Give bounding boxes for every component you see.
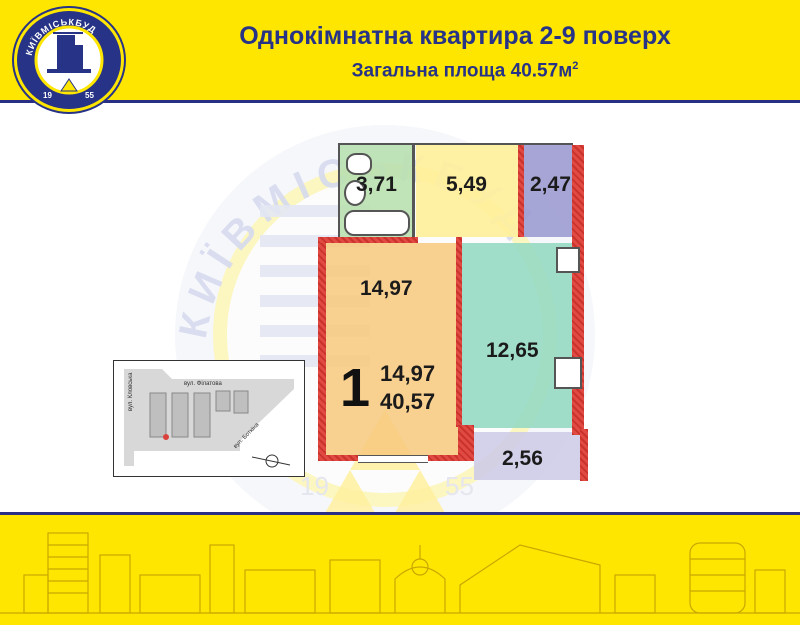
logo-emblem-icon: КИЇВМІСЬКБУД [24,17,104,95]
window-living [358,455,428,463]
room-balcony [474,432,580,480]
room-storage [524,145,572,237]
stove-icon [554,357,582,389]
kitchen-sink-icon [556,247,580,273]
floor-plan: 3,71 5,49 2,47 14,97 12,65 2,56 1 14,97 … [318,135,593,483]
site-map-drawing [124,369,294,468]
wall-left [318,237,326,461]
wall-balcony-right [580,429,588,481]
page-title: Однокімнатна квартира 2-9 поверх [239,22,671,50]
label-kitchen-area: 12,65 [486,339,539,362]
toilet-icon [344,180,366,206]
page-subtitle: Загальна площа 40.57м2 [300,60,630,82]
city-skyline-icon [0,532,800,614]
logo-year-right: 55 [85,91,94,100]
label-balcony-area: 2,56 [502,447,543,470]
logo-year-left: 19 [43,91,52,100]
wall-right [572,145,584,435]
wall-storage [518,145,524,237]
wall-balcony-pillar [458,425,474,461]
footer-band [0,512,800,625]
bathtub-icon [344,210,410,236]
company-logo: КИЇВМІСЬКБУД 19 55 [14,8,124,112]
street-top-label: вул. Філатова [184,381,222,387]
room-kitchen [462,243,580,428]
wall-living-top [318,237,418,243]
street-left-label: вул. Кловська [128,372,134,412]
wall-middle [456,237,462,427]
wall-bathroom-right [412,145,415,237]
rooms-count: 1 [340,358,371,418]
summary-living-area: 14,97 [380,361,436,386]
watermark-year-right: 55 [445,471,474,501]
summary-total-area: 40,57 [380,389,436,414]
subtitle-superscript: 2 [572,60,579,72]
label-storage-area: 2,47 [530,173,571,196]
room-hall [416,145,518,237]
label-hall-area: 5,49 [446,173,487,196]
wall-top [338,143,573,145]
label-living-area: 14,97 [360,277,413,300]
room-living [326,243,458,455]
header-band [0,0,800,103]
label-bathroom-area: 3,71 [356,173,397,196]
wall-bathroom-left [338,145,340,237]
sink-icon [346,153,372,175]
site-map: вул. Філатова вул. Кловська вул. Боткіна [113,360,305,477]
subtitle-text: Загальна площа 40.57м [351,60,573,82]
